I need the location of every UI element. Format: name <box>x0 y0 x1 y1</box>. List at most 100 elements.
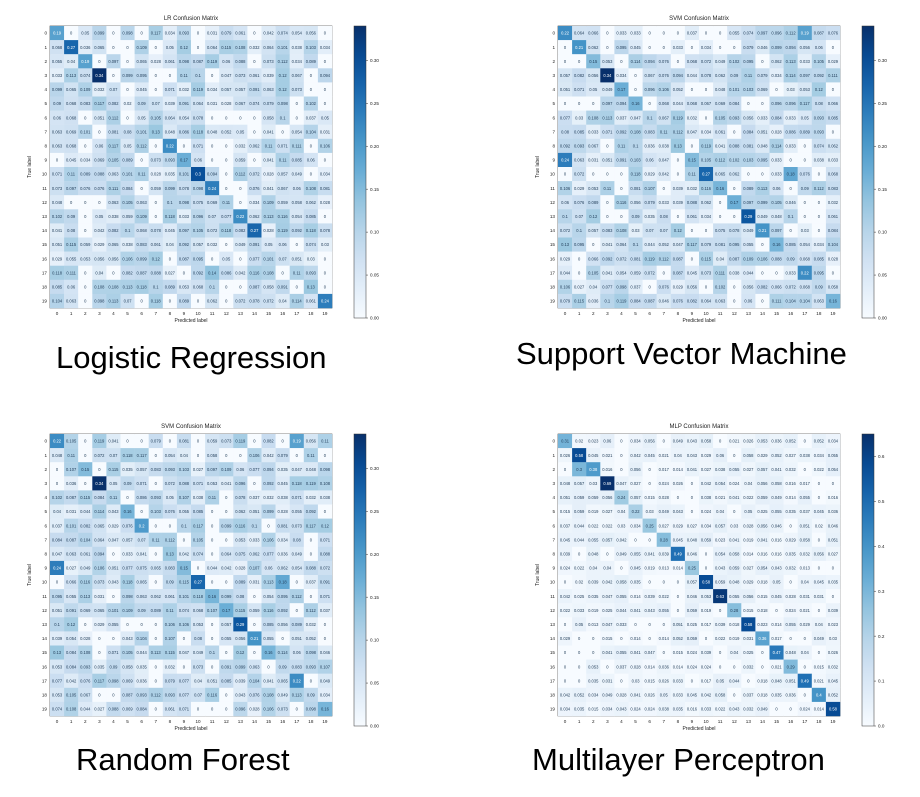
matrix-cell <box>303 434 319 449</box>
cell-value: 0 <box>155 87 158 92</box>
cell-value: 0.041 <box>630 650 641 655</box>
cell-value: 0.049 <box>320 678 331 683</box>
cell-value: 0 <box>804 439 807 444</box>
matrix-cell <box>317 575 333 590</box>
cell-value: 0.054 <box>828 467 839 472</box>
matrix-cell <box>275 701 290 717</box>
matrix-cell <box>106 434 121 449</box>
matrix-cell <box>558 617 573 632</box>
cell-value: 0.035 <box>828 580 839 585</box>
colorbar-tick-label: 0.20 <box>878 144 887 149</box>
cell-value: 0.113 <box>786 59 797 64</box>
matrix-cell <box>92 237 107 252</box>
cell-value: 0 <box>733 186 736 191</box>
cell-value: 0.087 <box>645 299 656 304</box>
cell-value: 0.036 <box>80 45 91 50</box>
cell-value: 0.098 <box>278 101 289 106</box>
matrix-cell <box>176 181 192 196</box>
matrix-cell <box>656 82 671 97</box>
matrix-cell <box>614 96 629 111</box>
cell-value: 0.072 <box>263 299 274 304</box>
matrix-cell <box>78 265 93 280</box>
matrix-cell <box>670 181 686 196</box>
matrix-cell <box>572 560 587 576</box>
matrix-cell <box>78 26 93 41</box>
cell-value: 0.052 <box>828 692 839 697</box>
cell-value: 0 <box>790 186 793 191</box>
cell-value: 0 <box>606 214 609 219</box>
matrix-cell <box>699 96 714 111</box>
cell-value: 0.034 <box>292 59 303 64</box>
cell-value: 0 <box>253 115 256 120</box>
cell-value: 0.04 <box>279 299 288 304</box>
matrix-cell <box>656 589 671 604</box>
matrix-cell <box>78 560 93 576</box>
matrix-cell <box>727 110 742 125</box>
cell-value: 0 <box>324 158 327 163</box>
matrix-cell <box>247 251 262 266</box>
matrix-cell <box>670 448 686 463</box>
matrix-cell <box>600 251 615 266</box>
cell-value: 0.034 <box>701 129 712 134</box>
cell-value: 0.067 <box>645 73 656 78</box>
matrix-cell <box>727 293 742 309</box>
matrix-cell <box>148 68 163 83</box>
matrix-cell <box>755 659 770 674</box>
matrix-cell <box>148 265 163 280</box>
cell-value: 0.029 <box>757 453 768 458</box>
matrix-cell <box>699 575 714 590</box>
cell-value: 0.082 <box>108 101 119 106</box>
matrix-cell <box>600 279 615 295</box>
cell-value: 0.071 <box>320 537 331 542</box>
matrix-cell <box>78 546 93 562</box>
matrix-cell <box>783 631 798 646</box>
matrix-cell <box>586 645 601 660</box>
matrix-cell <box>78 181 93 196</box>
cell-value: 0.062 <box>715 73 726 78</box>
cell-value: 0.062 <box>278 566 289 571</box>
cell-value: 0 <box>239 284 242 289</box>
cell-value: 0.085 <box>52 284 63 289</box>
matrix-cell <box>289 659 304 674</box>
matrix-cell <box>247 40 262 55</box>
matrix-cell <box>303 40 319 55</box>
cell-value: 0.028 <box>771 129 782 134</box>
cell-value: 0.04 <box>801 580 810 585</box>
matrix-cell <box>92 490 107 505</box>
matrix-cell <box>811 701 827 717</box>
matrix-cell <box>275 209 290 224</box>
matrix-cell <box>755 701 770 717</box>
cell-value: 0.057 <box>221 622 232 627</box>
matrix-cell <box>600 701 615 717</box>
cell-value: 0.042 <box>560 594 571 599</box>
matrix-cell <box>656 575 671 590</box>
matrix-cell <box>64 673 79 688</box>
matrix-cell <box>275 237 290 252</box>
matrix-cell <box>148 504 163 519</box>
matrix-cell <box>586 546 601 562</box>
cell-value: 0.057 <box>193 242 204 247</box>
matrix-cell <box>713 279 728 295</box>
matrix-cell <box>642 462 657 477</box>
y-tick-label: 2 <box>552 59 555 64</box>
matrix-cell <box>92 209 107 224</box>
cell-value: 0.1 <box>647 115 653 120</box>
matrix-cell <box>64 532 79 547</box>
matrix-cell <box>64 181 79 196</box>
cell-value: 0 <box>155 45 158 50</box>
matrix-cell <box>233 518 248 533</box>
matrix-cell <box>317 96 333 111</box>
cell-value: 0.066 <box>588 31 599 36</box>
matrix-cell <box>586 673 601 688</box>
cell-value: 0 <box>719 664 722 669</box>
cell-value: 0.22 <box>293 678 302 683</box>
matrix-cell <box>191 631 206 646</box>
matrix-cell <box>656 701 671 717</box>
cell-value: 0.078 <box>151 228 162 233</box>
cell-value: 0.021 <box>814 678 825 683</box>
matrix-cell <box>811 659 827 674</box>
cell-value: 0.045 <box>771 594 782 599</box>
matrix-cell <box>755 265 770 280</box>
cell-value: 0.115 <box>80 495 91 500</box>
matrix-cell <box>92 518 107 533</box>
